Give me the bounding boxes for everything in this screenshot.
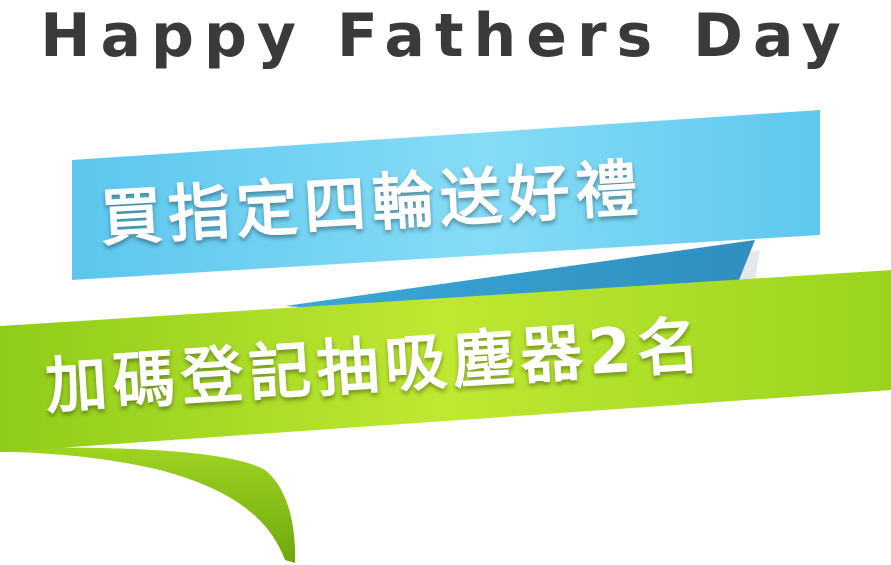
page-heading: Happy Fathers Day (40, 1, 851, 71)
blue-ribbon (72, 110, 820, 280)
green-ribbon (0, 270, 891, 452)
green-ribbon-tail (0, 447, 296, 563)
